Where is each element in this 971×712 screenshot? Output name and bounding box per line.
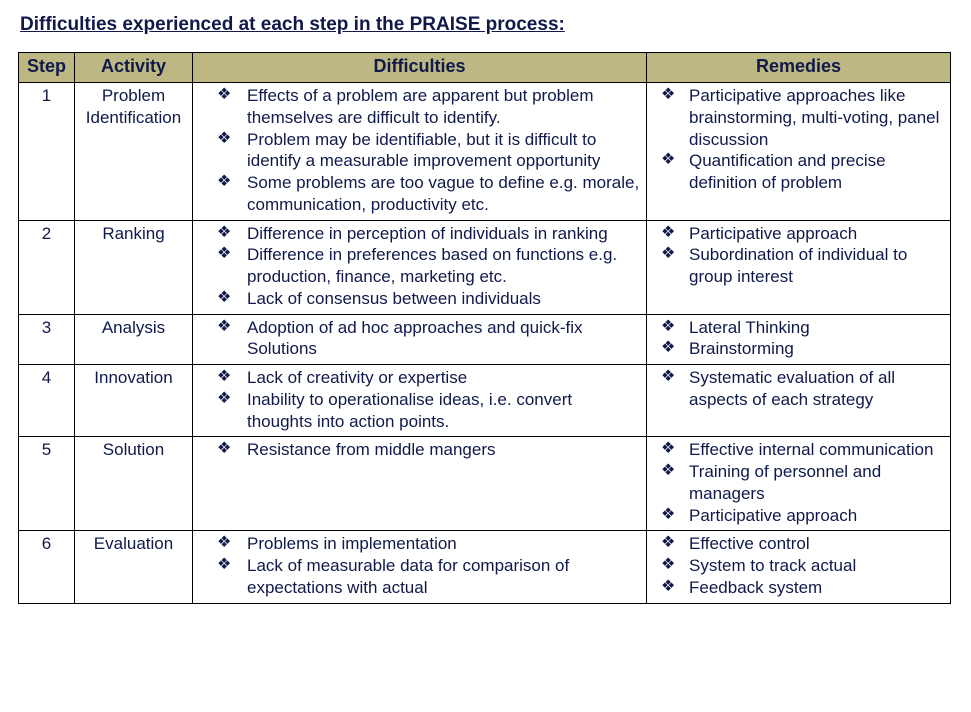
remedy-item: Brainstorming bbox=[661, 338, 944, 360]
difficulty-item: Inability to operationalise ideas, i.e. … bbox=[217, 389, 640, 433]
remedy-item: Participative approach bbox=[661, 505, 944, 527]
difficulty-item: Lack of creativity or expertise bbox=[217, 367, 640, 389]
remedies-cell: Participative approachSubordination of i… bbox=[647, 220, 951, 314]
step-cell: 5 bbox=[19, 437, 75, 531]
table-row: 6EvaluationProblems in implementationLac… bbox=[19, 531, 951, 603]
difficulty-item: Adoption of ad hoc approaches and quick-… bbox=[217, 317, 640, 361]
difficulties-cell: Difference in perception of individuals … bbox=[193, 220, 647, 314]
activity-cell: Solution bbox=[75, 437, 193, 531]
remedy-item: Participative approaches like brainstorm… bbox=[661, 85, 944, 150]
remedy-item: Quantification and precise definition of… bbox=[661, 150, 944, 194]
difficulty-item: Difference in preferences based on funct… bbox=[217, 244, 640, 288]
col-remedies-header: Remedies bbox=[647, 53, 951, 83]
activity-cell: Innovation bbox=[75, 365, 193, 437]
remedy-item: Effective internal communication bbox=[661, 439, 944, 461]
remedy-item: Training of personnel and managers bbox=[661, 461, 944, 505]
page-title: Difficulties experienced at each step in… bbox=[20, 14, 961, 36]
remedy-item: Subordination of individual to group int… bbox=[661, 244, 944, 288]
difficulty-item: Lack of consensus between individuals bbox=[217, 288, 640, 310]
table-row: 4InnovationLack of creativity or experti… bbox=[19, 365, 951, 437]
table-row: 1Problem Identification Effects of a prob… bbox=[19, 83, 951, 221]
table-header-row: Step Activity Difficulties Remedies bbox=[19, 53, 951, 83]
table-body: 1Problem Identification Effects of a prob… bbox=[19, 83, 951, 604]
difficulties-cell: Effects of a problem are apparent but pr… bbox=[193, 83, 647, 221]
step-cell: 6 bbox=[19, 531, 75, 603]
table-row: 3Analysis Adoption of ad hoc approaches a… bbox=[19, 314, 951, 365]
praise-table: Step Activity Difficulties Remedies 1Pro… bbox=[18, 52, 951, 604]
difficulties-cell: Problems in implementationLack of measur… bbox=[193, 531, 647, 603]
table-row: 2Ranking Difference in perception of indi… bbox=[19, 220, 951, 314]
activity-cell: Ranking bbox=[75, 220, 193, 314]
remedy-item: Feedback system bbox=[661, 577, 944, 599]
remedy-item: Systematic evaluation of all aspects of … bbox=[661, 367, 944, 411]
step-cell: 4 bbox=[19, 365, 75, 437]
step-cell: 1 bbox=[19, 83, 75, 221]
remedy-item: Participative approach bbox=[661, 223, 944, 245]
difficulty-item: Effects of a problem are apparent but pr… bbox=[217, 85, 640, 129]
difficulties-cell: Resistance from middle mangers bbox=[193, 437, 647, 531]
remedy-item: System to track actual bbox=[661, 555, 944, 577]
remedies-cell: Effective controlSystem to track actualF… bbox=[647, 531, 951, 603]
remedy-item: Effective control bbox=[661, 533, 944, 555]
step-cell: 2 bbox=[19, 220, 75, 314]
difficulty-item: Some problems are too vague to define e.… bbox=[217, 172, 640, 216]
difficulty-item: Difference in perception of individuals … bbox=[217, 223, 640, 245]
remedies-cell: Effective internal communicationTraining… bbox=[647, 437, 951, 531]
remedy-item: Lateral Thinking bbox=[661, 317, 944, 339]
difficulty-item: Resistance from middle mangers bbox=[217, 439, 640, 461]
difficulty-item: Problem may be identifiable, but it is d… bbox=[217, 129, 640, 173]
table-row: 5Solution Resistance from middle mangers E… bbox=[19, 437, 951, 531]
difficulty-item: Lack of measurable data for comparison o… bbox=[217, 555, 640, 599]
activity-cell: Problem Identification bbox=[75, 83, 193, 221]
step-cell: 3 bbox=[19, 314, 75, 365]
activity-cell: Evaluation bbox=[75, 531, 193, 603]
difficulties-cell: Lack of creativity or expertiseInability… bbox=[193, 365, 647, 437]
col-difficulties-header: Difficulties bbox=[193, 53, 647, 83]
remedies-cell: Participative approaches like brainstorm… bbox=[647, 83, 951, 221]
remedies-cell: Systematic evaluation of all aspects of … bbox=[647, 365, 951, 437]
activity-cell: Analysis bbox=[75, 314, 193, 365]
col-step-header: Step bbox=[19, 53, 75, 83]
col-activity-header: Activity bbox=[75, 53, 193, 83]
difficulties-cell: Adoption of ad hoc approaches and quick-… bbox=[193, 314, 647, 365]
remedies-cell: Lateral ThinkingBrainstorming bbox=[647, 314, 951, 365]
difficulty-item: Problems in implementation bbox=[217, 533, 640, 555]
